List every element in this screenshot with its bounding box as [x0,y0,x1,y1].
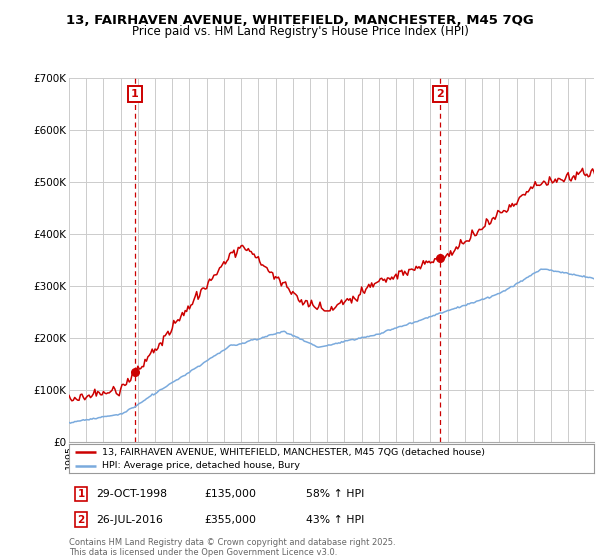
Text: 2: 2 [436,89,444,99]
Text: 2: 2 [77,515,85,525]
Text: 13, FAIRHAVEN AVENUE, WHITEFIELD, MANCHESTER, M45 7QG (detached house): 13, FAIRHAVEN AVENUE, WHITEFIELD, MANCHE… [101,448,485,457]
Text: Price paid vs. HM Land Registry's House Price Index (HPI): Price paid vs. HM Land Registry's House … [131,25,469,38]
Text: £135,000: £135,000 [204,489,256,499]
Text: HPI: Average price, detached house, Bury: HPI: Average price, detached house, Bury [101,461,299,470]
Text: £355,000: £355,000 [204,515,256,525]
Text: 29-OCT-1998: 29-OCT-1998 [96,489,167,499]
Text: 1: 1 [131,89,139,99]
Text: 43% ↑ HPI: 43% ↑ HPI [306,515,364,525]
Text: 1: 1 [77,489,85,499]
Text: 58% ↑ HPI: 58% ↑ HPI [306,489,364,499]
Text: 13, FAIRHAVEN AVENUE, WHITEFIELD, MANCHESTER, M45 7QG: 13, FAIRHAVEN AVENUE, WHITEFIELD, MANCHE… [66,14,534,27]
Text: 26-JUL-2016: 26-JUL-2016 [96,515,163,525]
Text: Contains HM Land Registry data © Crown copyright and database right 2025.
This d: Contains HM Land Registry data © Crown c… [69,538,395,557]
